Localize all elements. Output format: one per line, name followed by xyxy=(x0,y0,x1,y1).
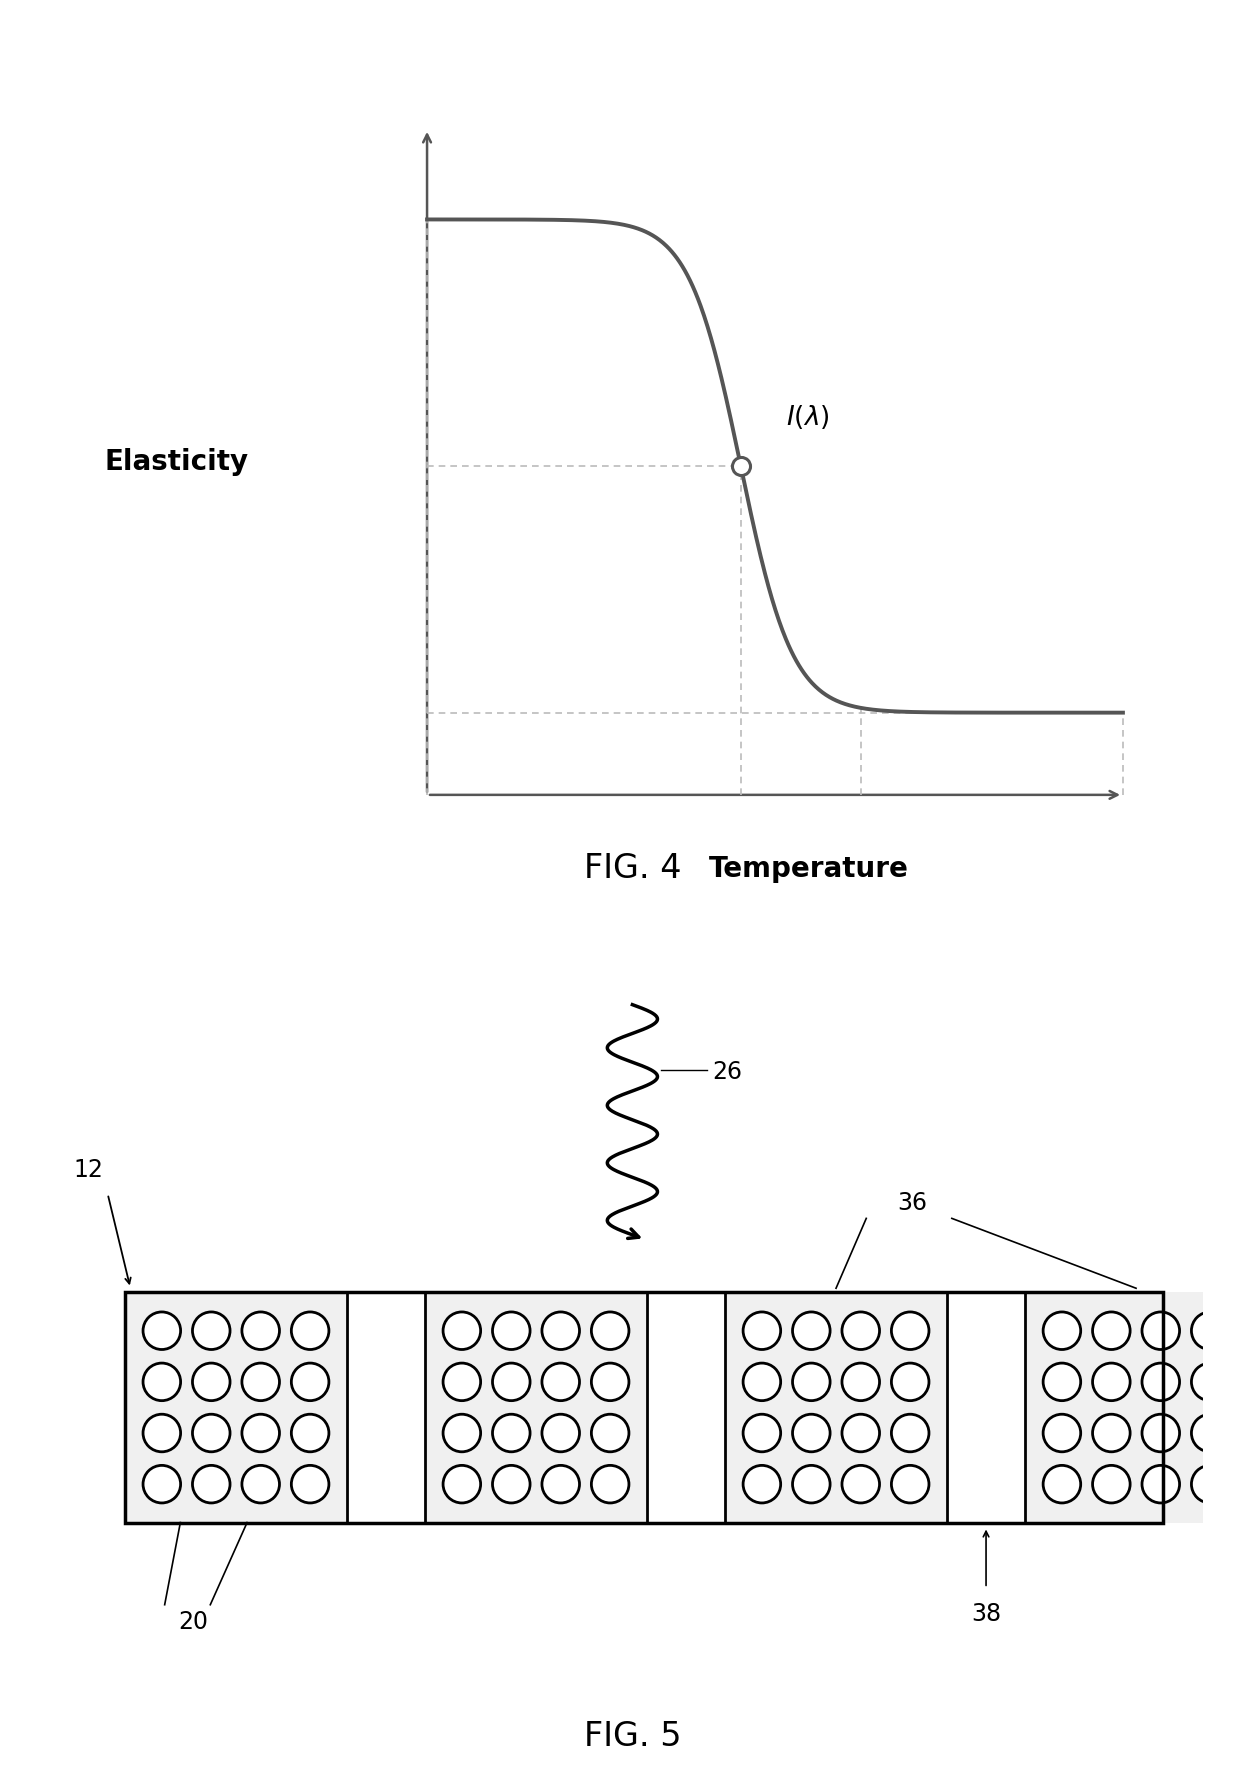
Ellipse shape xyxy=(842,1312,879,1349)
Ellipse shape xyxy=(143,1363,181,1401)
Ellipse shape xyxy=(443,1465,481,1503)
Ellipse shape xyxy=(192,1312,231,1349)
Text: Elasticity: Elasticity xyxy=(104,449,248,475)
Ellipse shape xyxy=(1043,1363,1081,1401)
Ellipse shape xyxy=(591,1465,629,1503)
Ellipse shape xyxy=(291,1363,329,1401)
Ellipse shape xyxy=(892,1312,929,1349)
Bar xyxy=(125,1292,1163,1523)
Text: 36: 36 xyxy=(897,1192,926,1215)
Ellipse shape xyxy=(1092,1312,1130,1349)
Ellipse shape xyxy=(1092,1414,1130,1451)
Ellipse shape xyxy=(143,1312,181,1349)
Text: 12: 12 xyxy=(73,1158,103,1183)
Ellipse shape xyxy=(492,1414,529,1451)
Ellipse shape xyxy=(143,1465,181,1503)
Ellipse shape xyxy=(242,1312,279,1349)
Ellipse shape xyxy=(291,1414,329,1451)
Ellipse shape xyxy=(1142,1465,1179,1503)
Ellipse shape xyxy=(192,1414,231,1451)
Text: Temperature: Temperature xyxy=(709,854,909,883)
Ellipse shape xyxy=(1192,1414,1229,1451)
Text: 38: 38 xyxy=(971,1603,1001,1626)
Text: 26: 26 xyxy=(712,1060,743,1083)
Ellipse shape xyxy=(591,1312,629,1349)
Ellipse shape xyxy=(242,1414,279,1451)
Ellipse shape xyxy=(1043,1414,1081,1451)
Ellipse shape xyxy=(443,1414,481,1451)
Ellipse shape xyxy=(192,1465,231,1503)
Ellipse shape xyxy=(842,1465,879,1503)
Ellipse shape xyxy=(542,1363,579,1401)
Ellipse shape xyxy=(792,1465,830,1503)
Ellipse shape xyxy=(242,1363,279,1401)
Ellipse shape xyxy=(892,1414,929,1451)
Ellipse shape xyxy=(143,1414,181,1451)
Bar xyxy=(125,1292,1163,1523)
Ellipse shape xyxy=(743,1465,781,1503)
Ellipse shape xyxy=(1043,1465,1081,1503)
Ellipse shape xyxy=(443,1312,481,1349)
Ellipse shape xyxy=(1092,1363,1130,1401)
Ellipse shape xyxy=(492,1465,529,1503)
Bar xyxy=(125,1292,347,1523)
Ellipse shape xyxy=(542,1414,579,1451)
Ellipse shape xyxy=(542,1312,579,1349)
Bar xyxy=(725,1292,947,1523)
Ellipse shape xyxy=(443,1363,481,1401)
Ellipse shape xyxy=(792,1363,830,1401)
Ellipse shape xyxy=(892,1363,929,1401)
Ellipse shape xyxy=(792,1312,830,1349)
Ellipse shape xyxy=(792,1414,830,1451)
Ellipse shape xyxy=(842,1414,879,1451)
Ellipse shape xyxy=(842,1363,879,1401)
Ellipse shape xyxy=(1142,1414,1179,1451)
Ellipse shape xyxy=(1192,1312,1229,1349)
Bar xyxy=(1024,1292,1240,1523)
Ellipse shape xyxy=(492,1363,529,1401)
Ellipse shape xyxy=(591,1363,629,1401)
Bar xyxy=(425,1292,647,1523)
Ellipse shape xyxy=(1142,1312,1179,1349)
Ellipse shape xyxy=(192,1363,231,1401)
Ellipse shape xyxy=(1142,1363,1179,1401)
Ellipse shape xyxy=(1192,1363,1229,1401)
Ellipse shape xyxy=(242,1465,279,1503)
Text: FIG. 4: FIG. 4 xyxy=(584,852,681,885)
Ellipse shape xyxy=(743,1414,781,1451)
Ellipse shape xyxy=(1043,1312,1081,1349)
Ellipse shape xyxy=(743,1363,781,1401)
Ellipse shape xyxy=(492,1312,529,1349)
Ellipse shape xyxy=(291,1465,329,1503)
Ellipse shape xyxy=(1092,1465,1130,1503)
Text: 20: 20 xyxy=(179,1610,208,1635)
Text: $I(\lambda)$: $I(\lambda)$ xyxy=(786,402,830,431)
Ellipse shape xyxy=(892,1465,929,1503)
Ellipse shape xyxy=(743,1312,781,1349)
Ellipse shape xyxy=(1192,1465,1229,1503)
Ellipse shape xyxy=(542,1465,579,1503)
Text: FIG. 5: FIG. 5 xyxy=(584,1719,681,1753)
Ellipse shape xyxy=(591,1414,629,1451)
Ellipse shape xyxy=(291,1312,329,1349)
